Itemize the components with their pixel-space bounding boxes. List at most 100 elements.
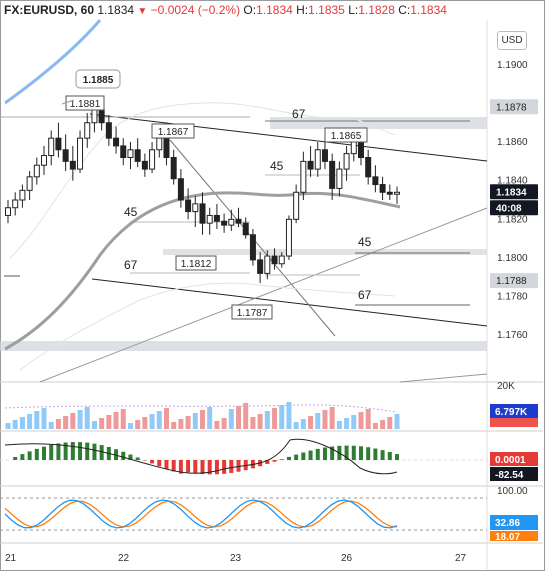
volume-bar [113, 412, 119, 429]
macd-histogram-bar [34, 448, 39, 460]
candle-body [91, 108, 98, 124]
candle-body [357, 139, 364, 158]
volume-bar [365, 409, 371, 429]
close-value: 1.1834 [410, 3, 447, 17]
macd-histogram-bar [178, 460, 183, 474]
callouts: 1.1885 1.1881 1.1867 1.1865 1.1812 1.1787 [61, 69, 368, 320]
macd-histogram-bar [322, 447, 327, 460]
candle-body [221, 220, 228, 226]
volume-bar [250, 417, 256, 429]
macd-histogram-bar [70, 442, 75, 460]
candle-body [163, 137, 170, 159]
candle-body [69, 160, 76, 170]
volume-bar [178, 419, 184, 429]
candle-body [84, 122, 91, 139]
volume-pane: 20K 6.797K [4, 381, 538, 429]
moving-average-line [4, 191, 401, 351]
volume-bar [351, 415, 357, 429]
macd-histogram-bar [193, 460, 198, 474]
macd-histogram-bar [286, 456, 291, 460]
volume-ma-line [4, 404, 398, 413]
symbol-label[interactable]: FX:EURUSD, 60 [4, 3, 95, 17]
volume-bar [372, 423, 378, 429]
macd-histogram-bar [272, 460, 277, 462]
volume-bar [272, 408, 278, 429]
candle-body [26, 176, 33, 191]
volume-bar [293, 422, 299, 429]
price-callout-box [324, 127, 368, 143]
fib-labels: 67 45 45 67 45 67 [124, 107, 372, 302]
volume-bar [236, 406, 242, 429]
candle-body [185, 199, 192, 213]
candle-body [372, 176, 379, 186]
price-callout-label: 1.1865 [331, 131, 362, 142]
candle-body [379, 184, 386, 193]
candle-body [120, 145, 127, 158]
candle-body [170, 157, 177, 180]
volume-bar [27, 414, 33, 429]
macd-histogram-bar [344, 445, 349, 460]
macd-histogram-bar [279, 459, 284, 460]
candle-body [300, 160, 307, 193]
macd-histogram-bar [135, 457, 140, 460]
candle-body [213, 214, 220, 222]
macd-histogram-bar [265, 460, 270, 465]
volume-bar [106, 415, 112, 429]
price-callout-box [151, 123, 195, 139]
change-value: −0.0024 (−0.2%) [150, 3, 241, 17]
currency-button[interactable]: USD [497, 31, 527, 50]
volume-bar [394, 414, 400, 429]
fib-level-label: 45 [270, 159, 284, 173]
volume-value: 6.797K [495, 407, 528, 418]
price-tag-label: 1.1878 [496, 102, 527, 113]
candle-body [365, 157, 372, 178]
volume-bar [12, 420, 18, 429]
lower-zone [0, 341, 487, 351]
candle-body [329, 160, 336, 189]
macd-histogram-bar [49, 444, 54, 460]
volume-bar [286, 402, 292, 429]
price-tags: 1.1878 1.1834 40:08 1.1788 [490, 99, 538, 289]
candle-body [127, 149, 134, 158]
macd-histogram-bar [236, 460, 241, 472]
price-tag-label: 1.1788 [496, 276, 527, 287]
volume-bar [336, 421, 342, 429]
fib-level-label: 45 [358, 235, 372, 249]
price-tag [490, 99, 538, 115]
candle-body [249, 234, 256, 261]
macd-histogram-bar [366, 447, 371, 460]
price-callout-box [175, 255, 217, 271]
macd-histogram-bar [330, 446, 335, 460]
macd-histogram-bar [42, 446, 47, 460]
candle-body [134, 149, 141, 162]
candle-body [105, 122, 112, 139]
candle-body [336, 168, 343, 189]
volume-bar [19, 417, 25, 429]
price-callout-label: 1.1787 [237, 308, 268, 319]
open-label: O: [243, 3, 257, 17]
macd-histogram-bar [78, 442, 83, 460]
date-tick-label: 22 [118, 553, 130, 564]
stoch-value: 32.86 [495, 518, 520, 529]
candle-body [199, 203, 206, 224]
candle-body [278, 255, 285, 265]
volume-bar [264, 411, 270, 429]
bollinger-lower [19, 282, 396, 371]
volume-bar [55, 419, 61, 429]
macd-histogram-bar [229, 460, 234, 473]
candle-body [271, 255, 278, 265]
candle-body [12, 199, 19, 209]
candle-body [386, 191, 393, 195]
price-tag-label: 1.1834 [496, 187, 527, 198]
candle-body [33, 164, 40, 178]
macd-histogram-bar [222, 460, 227, 474]
macd-histogram-bar [395, 454, 399, 460]
low-label: L: [348, 3, 359, 17]
stoch-value: 18.07 [495, 532, 520, 543]
candle-body [293, 191, 300, 220]
volume-bar [135, 420, 141, 429]
volume-bar [156, 411, 162, 429]
candle-body [77, 137, 84, 170]
candle-body [141, 160, 148, 170]
